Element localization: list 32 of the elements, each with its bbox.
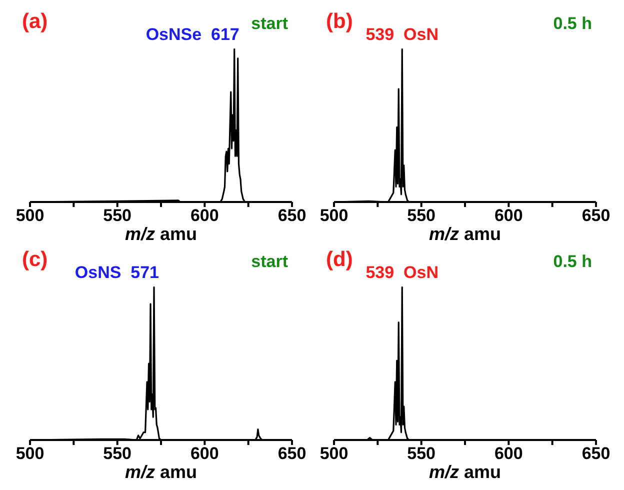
- x-tick-label: 500: [16, 444, 44, 464]
- annotation: OsNSe 617: [146, 25, 240, 46]
- x-tick-label: 650: [278, 444, 306, 464]
- x-tick-label: 500: [320, 206, 348, 226]
- x-tick-label: 600: [190, 444, 219, 464]
- x-tick-label: 650: [582, 206, 610, 226]
- x-tick-label: 600: [494, 206, 523, 226]
- chart-title: (a): [22, 10, 48, 34]
- text: 0.5 h: [553, 14, 592, 34]
- text: start: [251, 252, 288, 272]
- x-tick-label: 550: [407, 444, 436, 464]
- x-tick-label: 650: [582, 444, 610, 464]
- x-tick-label: 550: [407, 206, 436, 226]
- text: start: [251, 14, 288, 34]
- x-axis-title: m/z amu: [428, 224, 502, 245]
- x-tick-label: 550: [103, 206, 132, 226]
- x-tick-label: 550: [103, 444, 132, 464]
- x-tick-label: 500: [16, 206, 44, 226]
- x-tick-label: 600: [190, 206, 219, 226]
- annotation: OsNS 571: [74, 263, 160, 284]
- x-tick-label: 600: [494, 444, 523, 464]
- x-axis-title: m/z amu: [124, 224, 198, 245]
- chart-title: (d): [326, 248, 353, 272]
- x-axis-title: m/z amu: [124, 462, 198, 483]
- x-axis-title: m/z amu: [428, 462, 502, 483]
- text: 0.5 h: [553, 252, 592, 272]
- x-tick-label: 500: [320, 444, 348, 464]
- chart-title: (b): [326, 10, 353, 34]
- annotation: 539 OsN: [366, 25, 438, 44]
- annotation: 539 OsN: [366, 263, 438, 282]
- x-tick-label: 650: [278, 206, 306, 226]
- chart-title: (c): [22, 248, 48, 272]
